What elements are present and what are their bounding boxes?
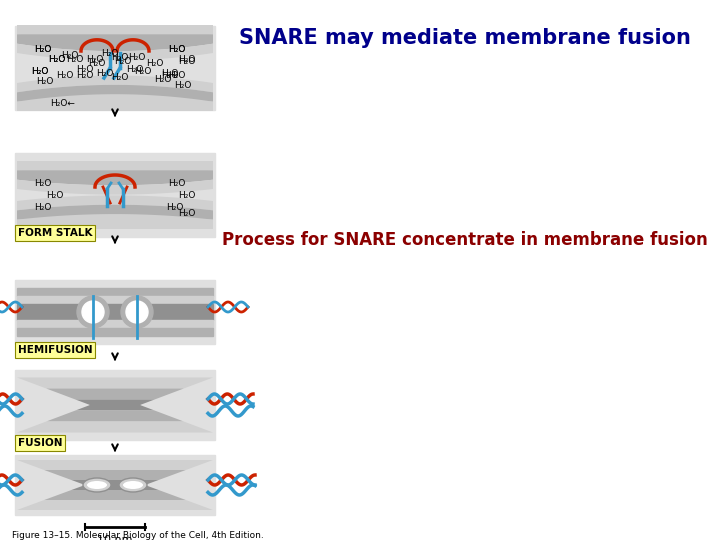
Polygon shape xyxy=(46,388,184,400)
Polygon shape xyxy=(17,35,213,51)
Text: H₂O: H₂O xyxy=(161,69,179,78)
Text: H₂O: H₂O xyxy=(61,51,78,60)
Polygon shape xyxy=(71,480,158,490)
Text: H₂O: H₂O xyxy=(35,202,52,212)
Text: H₂O: H₂O xyxy=(126,65,144,75)
FancyBboxPatch shape xyxy=(15,456,215,514)
Text: H₂O: H₂O xyxy=(36,78,54,86)
Text: H₂O: H₂O xyxy=(35,179,52,187)
Text: H₂O: H₂O xyxy=(31,66,49,76)
FancyBboxPatch shape xyxy=(15,283,215,341)
Polygon shape xyxy=(17,312,213,320)
Text: H₂O: H₂O xyxy=(48,56,66,64)
Polygon shape xyxy=(17,94,213,111)
Circle shape xyxy=(77,296,109,328)
Polygon shape xyxy=(17,296,213,304)
Text: H₂O: H₂O xyxy=(174,82,192,91)
FancyBboxPatch shape xyxy=(15,371,215,439)
Polygon shape xyxy=(15,153,215,237)
Polygon shape xyxy=(44,490,186,500)
Polygon shape xyxy=(15,280,215,344)
Text: H₂O: H₂O xyxy=(112,73,129,83)
Text: H₂O: H₂O xyxy=(76,71,94,80)
Polygon shape xyxy=(76,400,155,410)
Polygon shape xyxy=(17,288,213,296)
Polygon shape xyxy=(17,320,213,328)
Text: H₂O: H₂O xyxy=(89,59,106,69)
Polygon shape xyxy=(17,422,213,433)
Text: HEMIFUSION: HEMIFUSION xyxy=(18,345,93,355)
Text: Figure 13–15. Molecular Biology of the Cell, 4th Edition.: Figure 13–15. Molecular Biology of the C… xyxy=(12,530,264,539)
Text: H₂O: H₂O xyxy=(86,56,104,64)
Polygon shape xyxy=(17,500,213,510)
Polygon shape xyxy=(15,370,215,440)
Ellipse shape xyxy=(119,478,147,492)
Text: H₂O: H₂O xyxy=(168,179,186,187)
Text: H₂O: H₂O xyxy=(168,45,186,55)
Text: H₂O: H₂O xyxy=(146,58,163,68)
Polygon shape xyxy=(15,455,215,515)
Polygon shape xyxy=(17,377,213,388)
Polygon shape xyxy=(17,170,213,185)
FancyBboxPatch shape xyxy=(15,158,215,233)
Polygon shape xyxy=(17,304,213,312)
Text: H₂O: H₂O xyxy=(154,76,171,84)
Ellipse shape xyxy=(83,478,111,492)
Text: H₂O: H₂O xyxy=(31,66,49,76)
Text: H₂O: H₂O xyxy=(161,71,179,80)
Polygon shape xyxy=(17,214,213,229)
Text: H₂O←: H₂O← xyxy=(50,99,76,109)
Text: H₂O: H₂O xyxy=(48,56,66,64)
Text: FUSION: FUSION xyxy=(18,438,63,448)
Text: H₂O: H₂O xyxy=(114,57,132,66)
Polygon shape xyxy=(17,85,213,102)
Text: H₂O: H₂O xyxy=(168,71,186,80)
Polygon shape xyxy=(17,44,213,60)
Text: H₂O: H₂O xyxy=(128,53,145,63)
Polygon shape xyxy=(17,205,213,220)
Text: H₂O: H₂O xyxy=(76,65,94,75)
Text: H₂O: H₂O xyxy=(96,70,114,78)
Text: 10 nm: 10 nm xyxy=(97,535,132,540)
Text: H₂O: H₂O xyxy=(179,57,196,66)
Polygon shape xyxy=(17,195,213,211)
Text: H₂O: H₂O xyxy=(102,50,119,58)
Polygon shape xyxy=(17,180,213,194)
Text: H₂O: H₂O xyxy=(179,56,196,64)
Polygon shape xyxy=(15,26,215,110)
Text: H₂O: H₂O xyxy=(112,53,129,63)
Polygon shape xyxy=(46,410,184,422)
Circle shape xyxy=(121,296,153,328)
Circle shape xyxy=(126,301,148,323)
Text: H₂O: H₂O xyxy=(35,45,52,55)
Polygon shape xyxy=(17,25,213,42)
Text: H₂O: H₂O xyxy=(46,191,63,199)
Text: FORM STALK: FORM STALK xyxy=(18,228,92,238)
Text: H₂O: H₂O xyxy=(179,208,196,218)
Text: H₂O: H₂O xyxy=(56,71,73,80)
FancyBboxPatch shape xyxy=(15,28,215,108)
Text: H₂O: H₂O xyxy=(168,45,186,55)
Circle shape xyxy=(82,301,104,323)
Text: H₂O: H₂O xyxy=(179,191,196,199)
Text: Process for SNARE concentrate in membrane fusion: Process for SNARE concentrate in membran… xyxy=(222,231,708,249)
Text: H₂O: H₂O xyxy=(166,202,184,212)
Text: SNARE may mediate membrane fusion: SNARE may mediate membrane fusion xyxy=(239,28,691,48)
Ellipse shape xyxy=(87,481,107,489)
Polygon shape xyxy=(17,161,213,176)
Polygon shape xyxy=(17,76,213,92)
Ellipse shape xyxy=(123,481,143,489)
Polygon shape xyxy=(17,460,213,470)
Polygon shape xyxy=(44,470,186,480)
Text: H₂O: H₂O xyxy=(135,68,152,77)
Polygon shape xyxy=(17,328,213,336)
Text: H₂O: H₂O xyxy=(35,45,52,55)
Text: H₂O: H₂O xyxy=(66,56,84,64)
